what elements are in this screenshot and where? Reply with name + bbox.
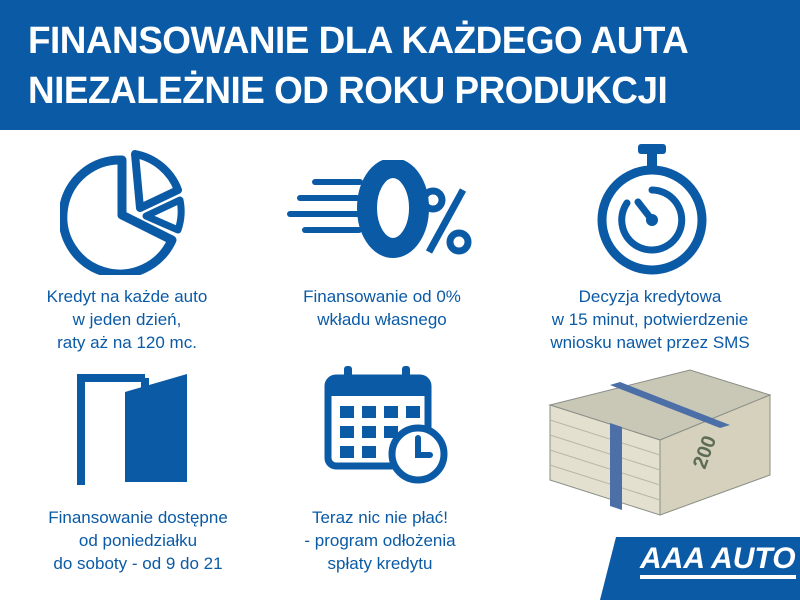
aaa-auto-logo: AAA AUTO [640,543,796,579]
caption-line: wkładu własnego [317,310,447,329]
caption-line: od poniedziałku [78,531,198,550]
caption-line: Decyzja kredytowa [578,287,722,306]
caption-line: Finansowanie od 0% [303,287,461,306]
money-stack-image: 200 [548,369,772,516]
door-icon [77,374,187,485]
calendar-clock-icon [324,366,448,484]
pie-chart-icon [60,150,185,275]
stopwatch-icon [597,144,707,275]
caption-line: Kredyt na każde auto [46,287,208,306]
feature-caption-pay-later: Teraz nic nie płać! - program odłożenia … [250,506,510,575]
caption-line: w 15 minut, potwierdzenie [551,310,749,329]
caption-line: wniosku nawet przez SMS [550,333,750,352]
caption-line: w jeden dzień, [72,310,182,329]
feature-caption-hours: Finansowanie dostępne od poniedziałku do… [8,506,268,575]
caption-line: Teraz nic nie płać! [311,508,449,527]
feature-caption-decision: Decyzja kredytowa w 15 minut, potwierdze… [520,285,780,354]
caption-line: do soboty - od 9 do 21 [53,554,223,573]
caption-line: raty aż na 120 mc. [57,333,197,352]
caption-line: spłaty kredytu [327,554,433,573]
headline-line2: NIEZALEŻNIE OD ROKU PRODUKCJI [28,70,668,112]
logo-background [600,537,800,600]
feature-caption-credit: Kredyt na każde auto w jeden dzień, raty… [0,285,257,354]
caption-line: - program odłożenia [304,531,456,550]
feature-caption-zero-percent: Finansowanie od 0% wkładu własnego [252,285,512,331]
zero-percent-icon [287,160,472,258]
header-banner: FINANSOWANIE DLA KAŻDEGO AUTA NIEZALEŻNI… [0,0,800,130]
headline-line1: FINANSOWANIE DLA KAŻDEGO AUTA [28,20,689,62]
caption-line: Finansowanie dostępne [48,508,228,527]
